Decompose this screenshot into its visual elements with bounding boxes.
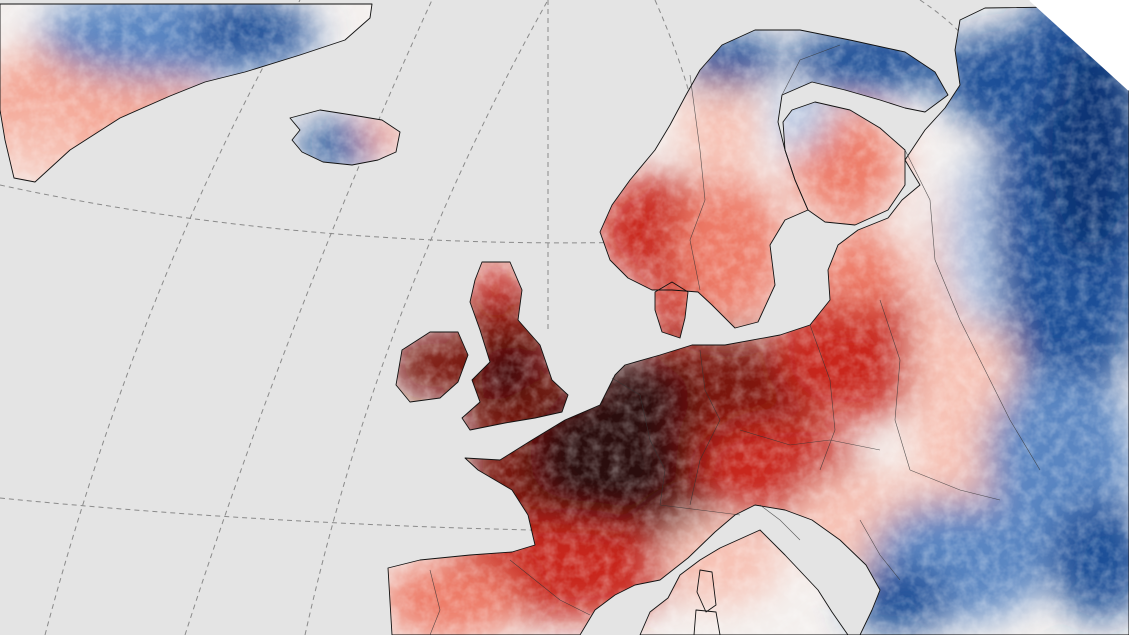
map-frame-edge — [1029, 0, 1129, 91]
country-borders — [429, 44, 1041, 635]
coastlines — [0, 3, 1129, 635]
